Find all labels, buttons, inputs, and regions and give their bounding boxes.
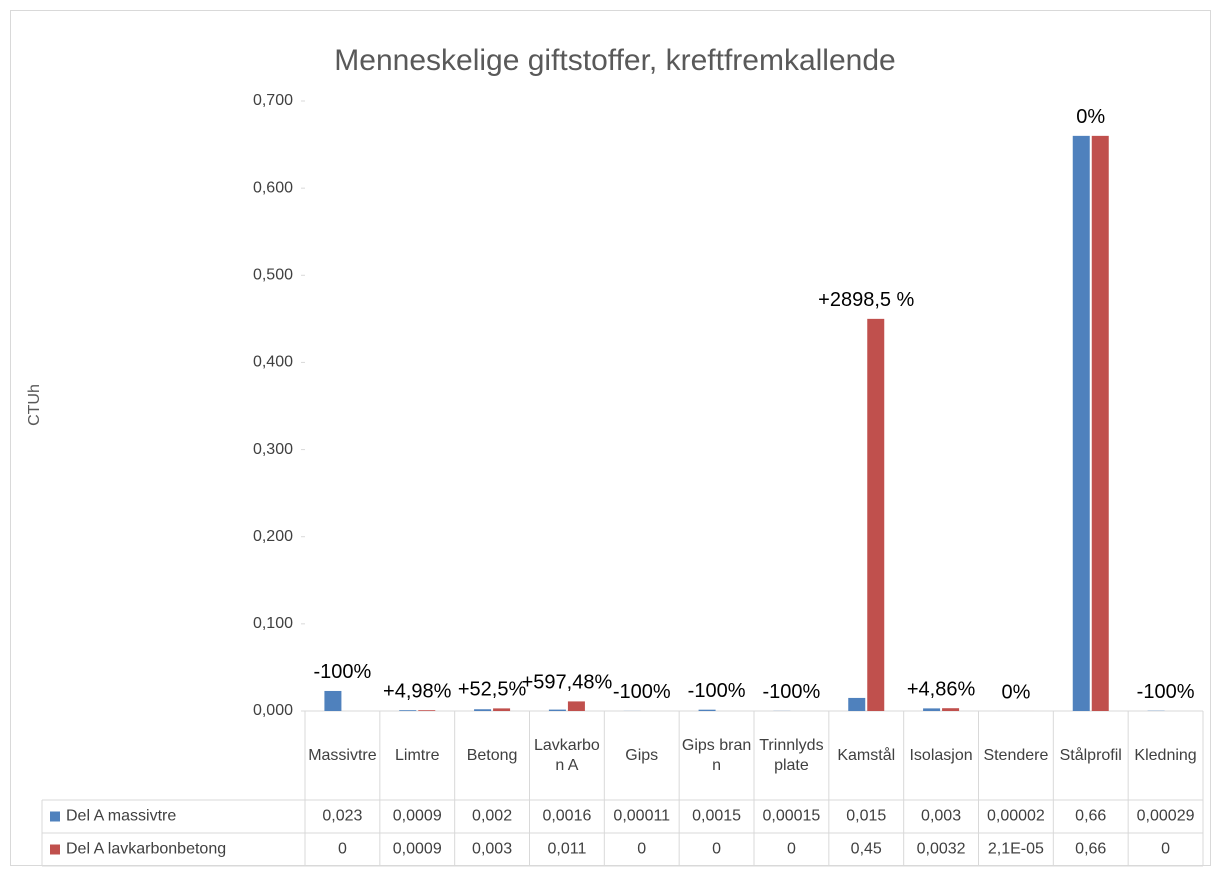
chart-title: Menneskelige giftstoffer, kreftfremkalle… [334, 44, 895, 77]
data-label: -100% [613, 681, 671, 703]
chart-border [10, 10, 1211, 866]
table-cell: 0,00002 [987, 808, 1045, 825]
bar [942, 708, 960, 711]
x-tick-label: Massivtre [308, 746, 377, 764]
bar [548, 709, 566, 711]
x-tick-label-box: Trinnlydsplate [759, 736, 824, 774]
x-tick-label-box: Betong [466, 746, 518, 764]
table-cell: 0,0009 [393, 808, 442, 825]
table-cell: 0,0016 [542, 808, 591, 825]
x-tick-label-box: Kledning [1134, 746, 1197, 764]
y-tick-label: 0,500 [253, 267, 293, 284]
bar [567, 701, 585, 711]
x-tick-label: Isolasjon [909, 746, 973, 764]
data-label: +2898,5 % [818, 289, 914, 311]
table-cell: 0 [637, 841, 646, 858]
table-cell: 0 [712, 841, 721, 858]
table-cell: 0,002 [472, 808, 512, 825]
legend-key [50, 811, 60, 822]
table-cell: 0,00029 [1137, 808, 1195, 825]
table-cell: 0,011 [547, 841, 586, 858]
bar [1072, 135, 1090, 711]
table-cell: 0,00015 [762, 808, 820, 825]
bar [418, 710, 436, 711]
table-cell: 0,66 [1075, 808, 1106, 825]
data-label: +52,5% [458, 679, 527, 701]
table-cell: 0 [338, 841, 347, 858]
x-tick-label: Stendere [983, 746, 1049, 764]
table-cell: 2,1E-05 [988, 841, 1044, 858]
y-tick-label: 0,100 [253, 615, 293, 632]
data-label: -100% [763, 681, 821, 703]
y-tick-label: 0,000 [253, 702, 293, 719]
y-tick-label: 0,300 [253, 441, 293, 458]
table-cell: 0 [1161, 841, 1170, 858]
data-label: -100% [1137, 681, 1195, 703]
x-tick-label: Betong [466, 746, 518, 764]
y-tick-label: 0,200 [253, 528, 293, 545]
data-label: -100% [314, 661, 372, 683]
table-cell: 0,0009 [393, 841, 442, 858]
bar [923, 708, 941, 711]
x-tick-label: Limtre [395, 746, 440, 764]
x-tick-label-box: Kamstål [837, 746, 896, 764]
x-tick-label-box: Gips brann [681, 736, 752, 774]
table-cell: 0 [787, 841, 796, 858]
table-cell: 0,023 [322, 808, 362, 825]
data-label: 0% [1076, 106, 1105, 128]
x-tick-label: Kledning [1134, 746, 1197, 764]
data-label: +4,86% [907, 678, 976, 700]
table-cell: 0,66 [1075, 841, 1106, 858]
x-tick-label-box: Stendere [983, 746, 1049, 764]
x-tick-label: Stålprofil [1059, 746, 1122, 764]
y-tick-label: 0,700 [253, 92, 293, 109]
legend-label: Del A massivtre [66, 808, 176, 825]
legend-key [50, 844, 60, 855]
x-tick-label: Trinnlydsplate [759, 736, 824, 774]
x-tick-label: Gips brann [681, 736, 752, 774]
y-axis-label: CTUh [26, 384, 43, 426]
table-cell: 0,0032 [917, 841, 966, 858]
table-cell: 0,003 [472, 841, 512, 858]
bar [493, 708, 511, 711]
x-tick-label: Lavkarbon A [534, 736, 600, 774]
x-tick-label-box: Massivtre [308, 746, 377, 764]
x-tick-label: Kamstål [837, 746, 896, 764]
x-tick-label-box: Lavkarbon A [534, 736, 600, 774]
x-tick-label-box: Limtre [395, 746, 440, 764]
table-cell: 0,015 [846, 808, 886, 825]
data-label: +597,48% [522, 672, 613, 694]
table-cell: 0,003 [921, 808, 961, 825]
bar [698, 709, 716, 711]
bar [867, 318, 885, 711]
table-cell: 0,45 [851, 841, 882, 858]
data-label: +4,98% [383, 680, 452, 702]
table-cell: 0,00011 [613, 808, 670, 825]
data-label: -100% [688, 680, 746, 702]
bar [848, 697, 866, 711]
y-tick-label: 0,400 [253, 354, 293, 371]
bar [399, 710, 417, 711]
bar [324, 690, 342, 711]
x-tick-label-box: Gips [625, 746, 659, 764]
y-tick-label: 0,600 [253, 179, 293, 196]
x-tick-label: Gips [625, 746, 659, 764]
data-label: 0% [1001, 681, 1030, 703]
legend-label: Del A lavkarbonbetong [66, 841, 226, 858]
bar [474, 709, 492, 711]
x-tick-label-box: Isolasjon [909, 746, 973, 764]
x-tick-label-box: Stålprofil [1059, 746, 1122, 764]
table-cell: 0,0015 [692, 808, 741, 825]
bar [1091, 135, 1109, 711]
